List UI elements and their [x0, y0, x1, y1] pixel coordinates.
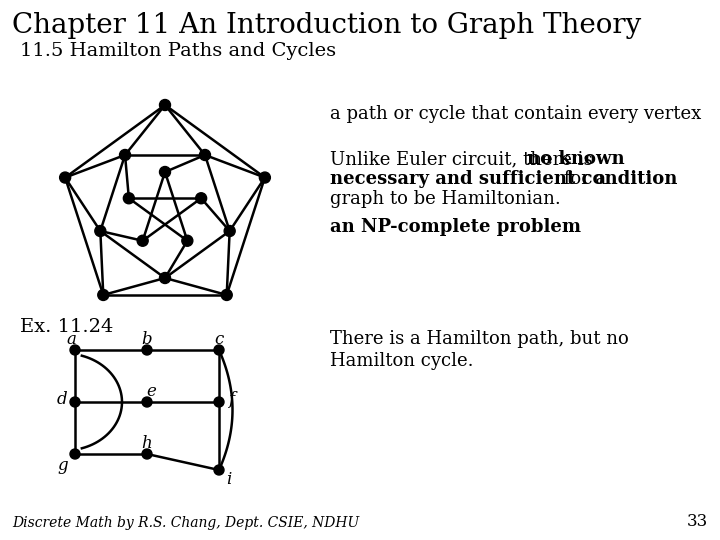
Circle shape — [199, 150, 210, 160]
Text: Hamilton cycle.: Hamilton cycle. — [330, 352, 474, 370]
Text: no known: no known — [527, 150, 625, 168]
Circle shape — [160, 273, 171, 284]
Text: graph to be Hamiltonian.: graph to be Hamiltonian. — [330, 190, 561, 208]
Circle shape — [142, 449, 152, 459]
Circle shape — [259, 172, 271, 183]
Text: 33: 33 — [687, 513, 708, 530]
Circle shape — [98, 289, 109, 300]
Circle shape — [120, 150, 130, 160]
Circle shape — [95, 226, 106, 237]
Text: b: b — [142, 332, 153, 348]
Circle shape — [221, 289, 233, 300]
Text: c: c — [215, 332, 224, 348]
Text: g: g — [58, 457, 68, 475]
Text: Chapter 11 An Introduction to Graph Theory: Chapter 11 An Introduction to Graph Theo… — [12, 12, 642, 39]
Text: i: i — [226, 471, 232, 489]
Text: a path or cycle that contain every vertex: a path or cycle that contain every verte… — [330, 105, 701, 123]
Circle shape — [138, 235, 148, 246]
Text: Ex. 11.24: Ex. 11.24 — [20, 318, 113, 336]
Text: for a: for a — [558, 170, 606, 188]
Circle shape — [214, 465, 224, 475]
Circle shape — [160, 99, 171, 111]
Text: necessary and sufficient condition: necessary and sufficient condition — [330, 170, 678, 188]
Circle shape — [142, 345, 152, 355]
Text: 11.5 Hamilton Paths and Cycles: 11.5 Hamilton Paths and Cycles — [20, 42, 336, 60]
Text: a: a — [66, 332, 76, 348]
Circle shape — [196, 193, 207, 204]
Text: There is a Hamilton path, but no: There is a Hamilton path, but no — [330, 330, 629, 348]
Text: h: h — [142, 435, 153, 453]
Circle shape — [214, 397, 224, 407]
Circle shape — [70, 397, 80, 407]
Circle shape — [182, 235, 193, 246]
Text: Discrete Math by R.S. Chang, Dept. CSIE, NDHU: Discrete Math by R.S. Chang, Dept. CSIE,… — [12, 516, 359, 530]
Circle shape — [142, 397, 152, 407]
Circle shape — [70, 345, 80, 355]
Circle shape — [160, 166, 171, 178]
Circle shape — [60, 172, 71, 183]
Text: e: e — [146, 383, 156, 401]
Text: d: d — [57, 392, 67, 408]
Text: f: f — [228, 392, 234, 408]
Circle shape — [123, 193, 135, 204]
Circle shape — [224, 226, 235, 237]
Circle shape — [214, 345, 224, 355]
Circle shape — [70, 449, 80, 459]
Text: Unlike Euler circuit, there is: Unlike Euler circuit, there is — [330, 150, 598, 168]
Text: an NP-complete problem: an NP-complete problem — [330, 218, 581, 236]
